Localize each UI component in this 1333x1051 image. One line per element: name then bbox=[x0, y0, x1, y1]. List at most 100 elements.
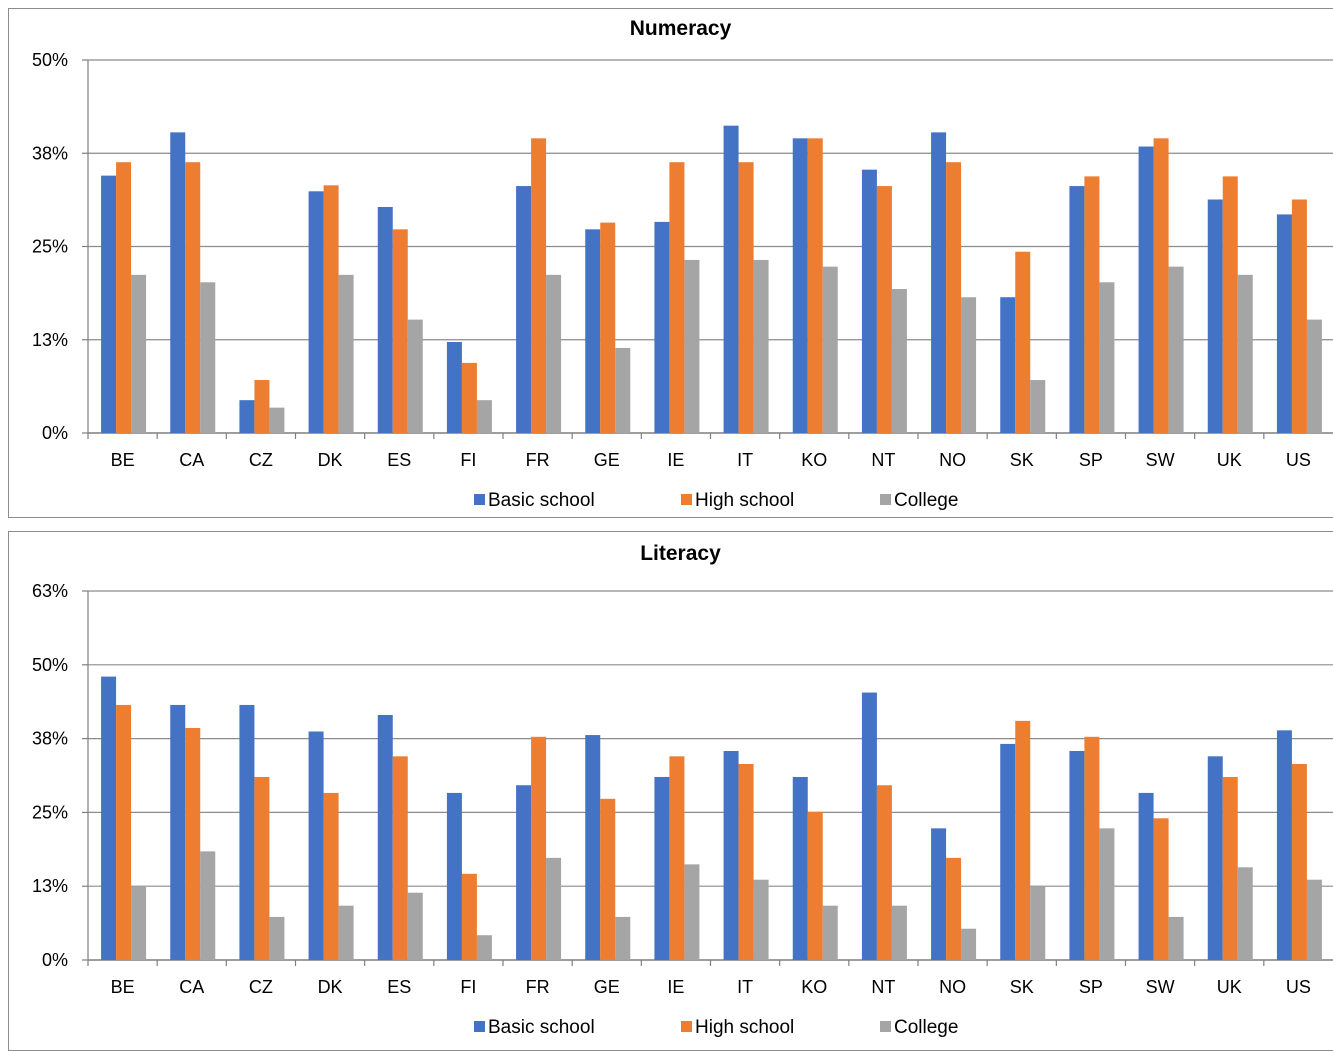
x-tick-label: KO bbox=[801, 977, 827, 997]
bar-college-ge bbox=[615, 347, 631, 433]
x-tick-label: SP bbox=[1079, 450, 1103, 470]
bar-basic-school-ie bbox=[654, 221, 670, 433]
bar-high-school-no bbox=[946, 857, 962, 960]
x-tick-label: BE bbox=[111, 977, 135, 997]
x-tick-label: CZ bbox=[249, 977, 273, 997]
bar-high-school-ko bbox=[807, 811, 823, 960]
bar-college-dk bbox=[338, 274, 354, 433]
bar-basic-school-cz bbox=[239, 704, 255, 960]
bar-high-school-us bbox=[1291, 199, 1307, 433]
x-tick-label: IT bbox=[737, 977, 753, 997]
x-tick-label: CA bbox=[179, 977, 204, 997]
bar-college-nt bbox=[891, 289, 907, 433]
bar-high-school-uk bbox=[1222, 776, 1238, 960]
bar-college-sp bbox=[1099, 828, 1115, 960]
bar-basic-school-be bbox=[101, 676, 117, 960]
bar-college-dk bbox=[338, 905, 354, 960]
y-tick-label: 50% bbox=[32, 50, 68, 70]
bar-basic-school-ca bbox=[170, 132, 186, 433]
bar-basic-school-ca bbox=[170, 704, 186, 960]
bar-basic-school-ko bbox=[792, 138, 808, 433]
bar-college-it bbox=[753, 879, 769, 960]
y-tick-label: 0% bbox=[42, 950, 68, 970]
bar-college-ko bbox=[822, 266, 838, 433]
y-tick-label: 50% bbox=[32, 655, 68, 675]
bar-high-school-ca bbox=[185, 162, 201, 433]
bar-high-school-ca bbox=[185, 727, 201, 960]
x-tick-label: UK bbox=[1217, 450, 1242, 470]
bar-college-be bbox=[131, 886, 147, 960]
bar-college-ie bbox=[684, 864, 700, 960]
bar-basic-school-sp bbox=[1069, 750, 1085, 960]
legend-label: High school bbox=[695, 490, 794, 511]
bar-high-school-nt bbox=[876, 186, 892, 433]
x-tick-label: FI bbox=[460, 977, 476, 997]
bar-high-school-es bbox=[392, 229, 408, 433]
bar-basic-school-cz bbox=[239, 400, 255, 433]
bar-basic-school-ge bbox=[585, 735, 601, 960]
bar-basic-school-us bbox=[1276, 730, 1292, 960]
x-tick-label: NO bbox=[939, 450, 966, 470]
bar-college-sk bbox=[1030, 886, 1046, 960]
x-tick-label: SK bbox=[1010, 977, 1034, 997]
bar-basic-school-it bbox=[723, 125, 739, 433]
legend-swatch bbox=[474, 1021, 485, 1032]
legend-swatch bbox=[681, 1021, 692, 1032]
x-tick-label: SP bbox=[1079, 977, 1103, 997]
bar-high-school-sw bbox=[1153, 818, 1169, 960]
x-tick-label: GE bbox=[594, 977, 620, 997]
bar-high-school-cz bbox=[254, 380, 270, 433]
bar-high-school-cz bbox=[254, 776, 270, 960]
bar-college-cz bbox=[269, 407, 285, 433]
bar-basic-school-be bbox=[101, 175, 117, 433]
bar-high-school-sp bbox=[1084, 176, 1100, 433]
bar-college-nt bbox=[891, 905, 907, 960]
x-tick-label: CZ bbox=[249, 450, 273, 470]
x-tick-label: NO bbox=[939, 977, 966, 997]
bar-basic-school-it bbox=[723, 750, 739, 960]
x-tick-label: FR bbox=[526, 450, 550, 470]
bar-college-sp bbox=[1099, 282, 1115, 433]
bar-high-school-fr bbox=[531, 736, 547, 960]
bar-high-school-be bbox=[116, 704, 132, 960]
bar-basic-school-dk bbox=[308, 731, 324, 960]
bar-college-no bbox=[961, 297, 977, 433]
x-tick-label: US bbox=[1286, 977, 1311, 997]
y-tick-label: 13% bbox=[32, 330, 68, 350]
bar-high-school-dk bbox=[323, 185, 339, 433]
bar-high-school-fi bbox=[461, 362, 477, 433]
bar-high-school-it bbox=[738, 763, 754, 960]
legend-swatch bbox=[681, 494, 692, 505]
bar-basic-school-no bbox=[931, 132, 947, 433]
x-tick-label: CA bbox=[179, 450, 204, 470]
x-tick-label: SK bbox=[1010, 450, 1034, 470]
bar-high-school-sk bbox=[1015, 251, 1031, 433]
chart-title: Literacy bbox=[640, 542, 721, 565]
x-tick-label: DK bbox=[318, 450, 343, 470]
bar-high-school-fi bbox=[461, 873, 477, 960]
numeracy-chart: Numeracy 0% 13% 25% 38% 50% BE CA CZ DK ES FI FR GE IE… bbox=[32, 17, 1333, 511]
bar-basic-school-nt bbox=[861, 169, 877, 434]
bar-college-sw bbox=[1168, 916, 1184, 960]
bar-high-school-nt bbox=[876, 785, 892, 960]
bar-college-uk bbox=[1237, 867, 1253, 960]
legend-label: Basic school bbox=[488, 1017, 595, 1038]
legend-label: College bbox=[894, 1017, 958, 1038]
y-tick-label: 13% bbox=[32, 876, 68, 896]
bar-college-fi bbox=[476, 400, 492, 433]
bar-basic-school-fi bbox=[446, 792, 462, 960]
bar-high-school-ko bbox=[807, 138, 823, 433]
bar-college-it bbox=[753, 259, 769, 433]
x-tick-label: IE bbox=[667, 977, 684, 997]
y-tick-label: 0% bbox=[42, 423, 68, 443]
y-tick-label: 63% bbox=[32, 581, 68, 601]
bar-college-es bbox=[407, 892, 423, 960]
bar-high-school-ge bbox=[600, 222, 616, 433]
x-tick-label: NT bbox=[871, 450, 895, 470]
y-tick-label: 38% bbox=[32, 143, 68, 163]
x-tick-label: BE bbox=[111, 450, 135, 470]
bar-college-us bbox=[1306, 319, 1322, 433]
x-tick-label: FR bbox=[526, 977, 550, 997]
bar-high-school-sw bbox=[1153, 138, 1169, 433]
